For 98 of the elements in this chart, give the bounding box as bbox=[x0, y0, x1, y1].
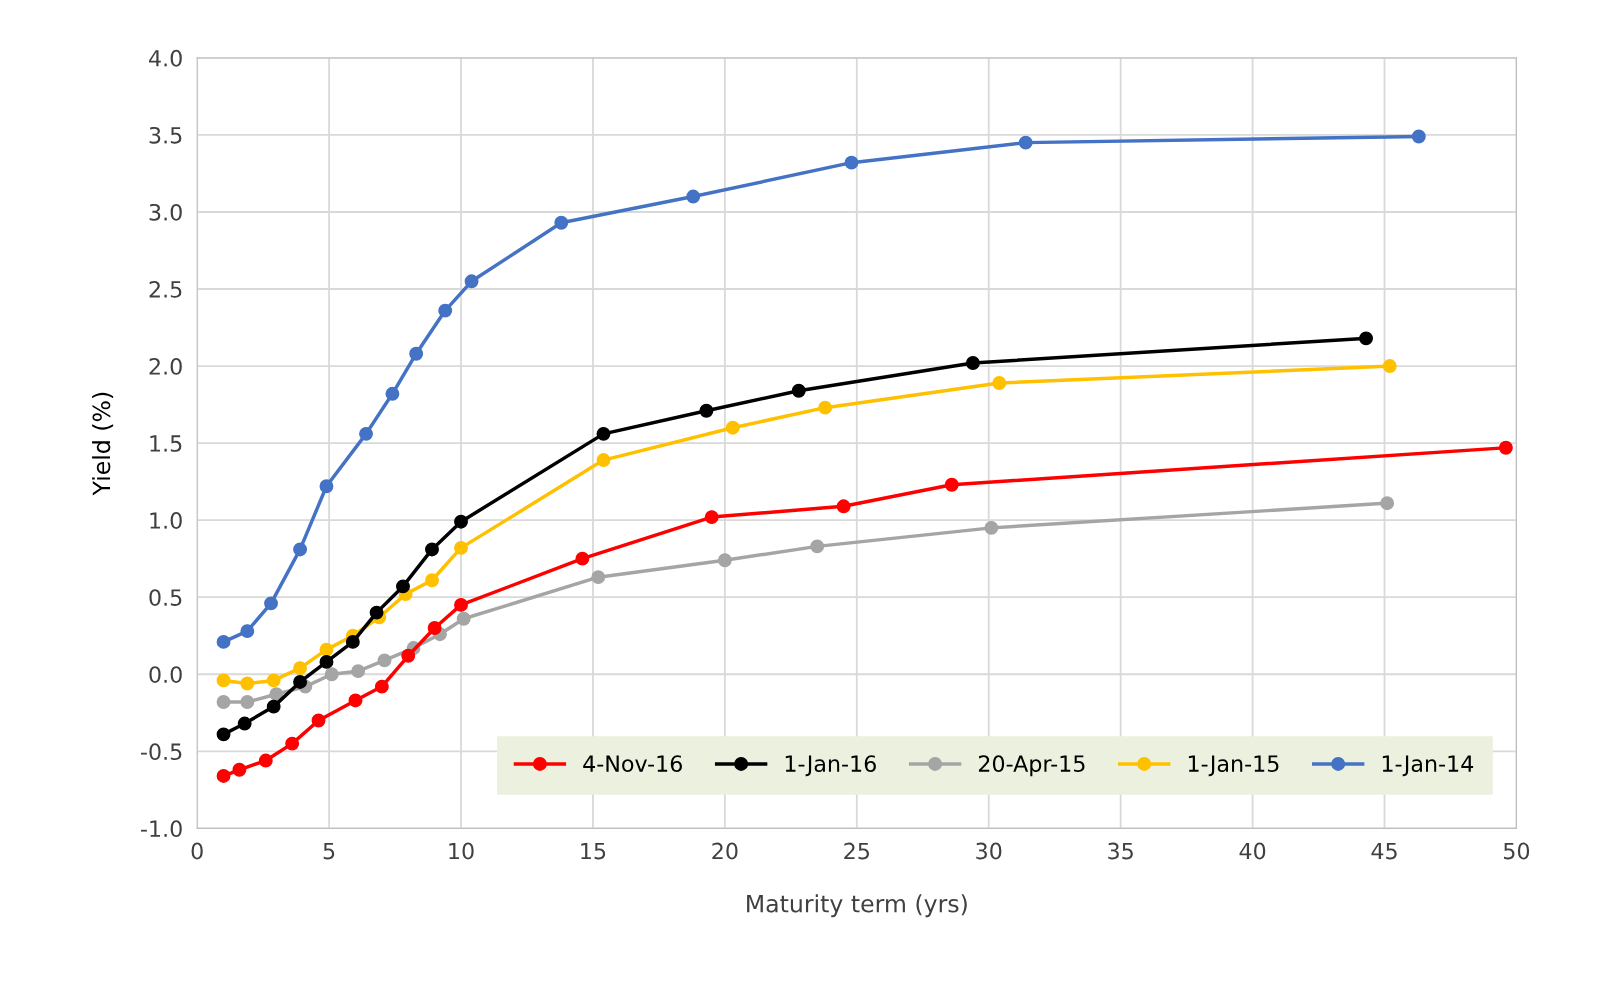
point bbox=[319, 479, 334, 494]
point bbox=[1359, 331, 1373, 346]
x-tick-label: 35 bbox=[1108, 842, 1133, 860]
point bbox=[319, 642, 334, 657]
x-tick-label: 10 bbox=[449, 842, 474, 860]
point bbox=[454, 597, 468, 612]
point bbox=[596, 453, 611, 468]
y-tick-label: 3.5 bbox=[149, 126, 182, 144]
point bbox=[319, 654, 334, 669]
point bbox=[351, 664, 366, 679]
x-tick-label: 30 bbox=[976, 842, 1002, 860]
point bbox=[293, 661, 308, 676]
point bbox=[699, 403, 714, 418]
point bbox=[791, 383, 806, 398]
point bbox=[377, 653, 392, 668]
legend-label: 1-Jan-14 bbox=[1382, 755, 1474, 777]
point bbox=[240, 676, 255, 691]
y-axis-title: Yield (%) bbox=[92, 392, 114, 496]
point bbox=[374, 679, 389, 694]
x-tick-label: 0 bbox=[191, 842, 203, 860]
point bbox=[686, 189, 701, 204]
point bbox=[359, 426, 373, 441]
point bbox=[704, 510, 719, 525]
point bbox=[554, 215, 569, 230]
point bbox=[293, 675, 308, 689]
point bbox=[818, 400, 833, 415]
point bbox=[264, 596, 278, 611]
x-tick-label: 45 bbox=[1371, 842, 1397, 860]
point bbox=[240, 624, 255, 639]
y-tick-label: 4.0 bbox=[149, 49, 182, 67]
point bbox=[427, 621, 442, 635]
point bbox=[1018, 135, 1033, 150]
y-tick-label: 1.5 bbox=[150, 435, 182, 452]
point bbox=[216, 673, 231, 688]
point bbox=[596, 426, 611, 441]
x-tick-label: 50 bbox=[1504, 842, 1530, 860]
point bbox=[810, 539, 825, 554]
y-tick-label: 2.5 bbox=[149, 280, 182, 298]
point bbox=[216, 727, 231, 742]
point bbox=[944, 477, 959, 492]
point bbox=[385, 386, 400, 401]
point bbox=[269, 687, 284, 702]
x-tick-label: 20 bbox=[712, 842, 738, 860]
point bbox=[438, 303, 453, 318]
point bbox=[425, 542, 439, 557]
point bbox=[454, 514, 468, 529]
point bbox=[844, 155, 859, 170]
point bbox=[266, 673, 281, 688]
point bbox=[216, 634, 231, 649]
y-tick-label: 1.0 bbox=[150, 512, 182, 529]
x-tick-label: 25 bbox=[844, 842, 869, 860]
point bbox=[1382, 359, 1397, 374]
point bbox=[965, 356, 980, 370]
legend-label: 4-Nov-16 bbox=[583, 755, 682, 773]
point bbox=[409, 346, 424, 361]
legend-label: 20-Apr-15 bbox=[978, 755, 1085, 777]
x-tick-label: 15 bbox=[581, 842, 606, 860]
point bbox=[345, 634, 360, 649]
point bbox=[1411, 129, 1426, 144]
legend-label: 1-Jan-16 bbox=[785, 755, 876, 777]
point bbox=[216, 695, 231, 709]
point bbox=[401, 648, 416, 663]
point bbox=[348, 693, 363, 708]
point bbox=[575, 551, 590, 566]
point bbox=[454, 540, 468, 555]
point bbox=[456, 611, 471, 626]
point bbox=[240, 695, 255, 709]
y-tick-label: 3.0 bbox=[149, 203, 182, 221]
point bbox=[717, 553, 732, 568]
point bbox=[258, 753, 273, 768]
y-tick-label: -1.0 bbox=[141, 820, 182, 838]
y-tick-label: 0.0 bbox=[149, 666, 182, 684]
x-tick-label: 5 bbox=[323, 842, 335, 860]
point bbox=[311, 713, 326, 728]
point bbox=[232, 762, 247, 777]
point bbox=[396, 579, 410, 594]
point bbox=[992, 376, 1007, 390]
point bbox=[591, 570, 606, 585]
x-tick-label: 40 bbox=[1239, 842, 1266, 860]
point bbox=[1498, 440, 1513, 455]
point bbox=[237, 716, 252, 731]
point bbox=[984, 520, 999, 535]
y-tick-label: 2.0 bbox=[149, 358, 182, 375]
point bbox=[266, 699, 281, 714]
point bbox=[836, 499, 851, 514]
point bbox=[216, 769, 231, 783]
point bbox=[1380, 496, 1395, 511]
point bbox=[369, 605, 384, 620]
legend-label: 1-Jan-15 bbox=[1188, 755, 1279, 777]
point bbox=[285, 736, 300, 751]
point bbox=[324, 667, 339, 682]
point bbox=[293, 542, 308, 557]
point bbox=[425, 573, 439, 588]
y-tick-label: -0.5 bbox=[141, 743, 182, 761]
x-axis-title: Maturity term (yrs) bbox=[747, 894, 967, 918]
point bbox=[464, 274, 479, 289]
point bbox=[725, 420, 740, 435]
y-tick-label: 0.5 bbox=[149, 589, 182, 606]
